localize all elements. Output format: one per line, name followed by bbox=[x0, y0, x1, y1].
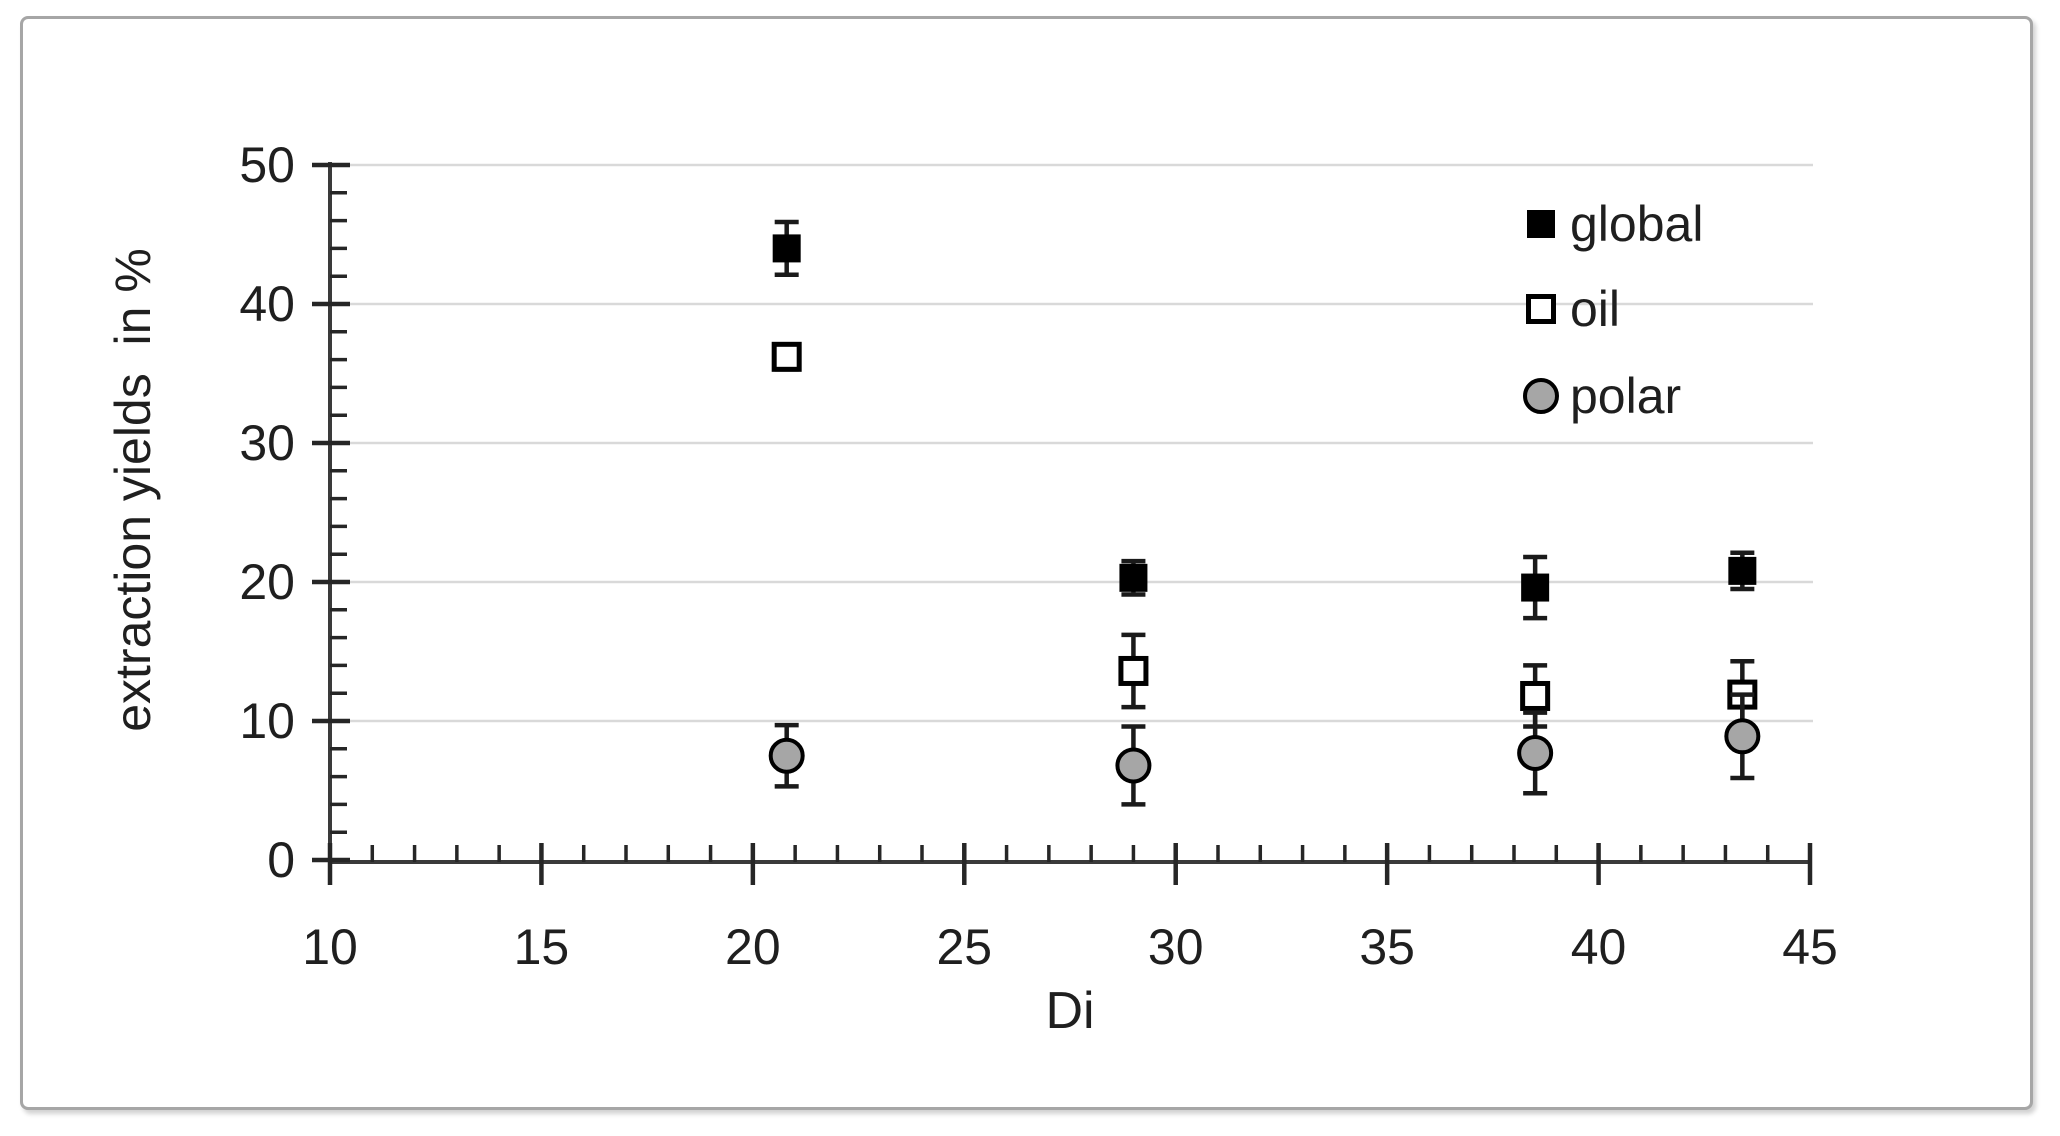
legend-label-polar: polar bbox=[1570, 368, 1681, 424]
data-point-polar-1 bbox=[1115, 747, 1152, 784]
y-tick-label-40: 40 bbox=[239, 276, 295, 332]
data-point-polar-2 bbox=[1517, 734, 1554, 771]
legend-item-global: global bbox=[1570, 196, 1703, 252]
legend-marker-global bbox=[1527, 210, 1555, 238]
y-tick-label-20: 20 bbox=[239, 554, 295, 610]
data-point-oil-2 bbox=[1520, 680, 1551, 711]
data-point-global-0 bbox=[772, 234, 801, 263]
legend-label-global: global bbox=[1570, 196, 1703, 252]
x-tick-label-35: 35 bbox=[1359, 919, 1415, 975]
data-point-global-1 bbox=[1119, 563, 1148, 592]
x-tick-label-30: 30 bbox=[1148, 919, 1204, 975]
data-point-oil-0 bbox=[771, 341, 802, 372]
legend-item-oil: oil bbox=[1570, 281, 1620, 337]
legend-label-oil: oil bbox=[1570, 281, 1620, 337]
y-axis-title: extraction yields in % bbox=[105, 248, 161, 732]
y-tick-label-0: 0 bbox=[267, 832, 295, 888]
legend: global oil polar bbox=[1570, 196, 1703, 424]
data-point-polar-0 bbox=[768, 737, 805, 774]
y-tick-label-50: 50 bbox=[239, 137, 295, 193]
x-tick-label-45: 45 bbox=[1782, 919, 1838, 975]
x-tick-label-25: 25 bbox=[936, 919, 992, 975]
figure-frame bbox=[20, 16, 2033, 1110]
legend-marker-polar bbox=[1523, 378, 1559, 414]
data-point-global-3 bbox=[1728, 556, 1757, 585]
y-tick-label-10: 10 bbox=[239, 693, 295, 749]
data-point-oil-1 bbox=[1118, 655, 1149, 686]
x-tick-label-40: 40 bbox=[1571, 919, 1627, 975]
x-tick-label-20: 20 bbox=[725, 919, 781, 975]
data-point-global-2 bbox=[1521, 573, 1550, 602]
x-axis-title: Di bbox=[1045, 982, 1094, 1040]
x-tick-label-15: 15 bbox=[514, 919, 570, 975]
legend-item-polar: polar bbox=[1570, 368, 1681, 424]
data-point-polar-3 bbox=[1724, 718, 1761, 755]
y-tick-label-30: 30 bbox=[239, 415, 295, 471]
x-tick-label-10: 10 bbox=[302, 919, 358, 975]
legend-marker-oil bbox=[1526, 294, 1556, 324]
